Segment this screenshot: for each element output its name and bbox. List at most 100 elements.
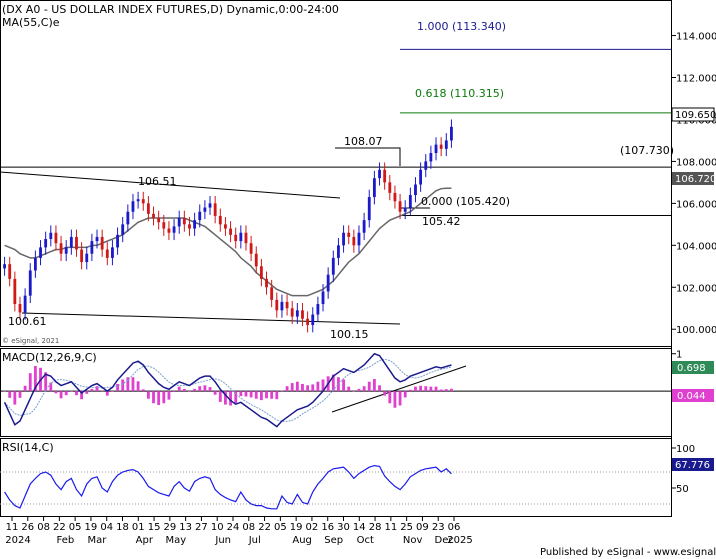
candle-body [172,226,176,233]
macd-histogram-bar [208,387,212,392]
x-day-label: 08 [37,522,50,533]
ma-value-badge [672,172,714,185]
candle-body [136,199,140,202]
x-day-label: 08 [242,522,255,533]
trendlines [0,147,467,413]
macd-histogram-bar [131,377,135,392]
x-month-label: Apr [136,535,154,546]
macd-histogram-bar [301,383,304,392]
last-price-badge [671,107,715,122]
x-day-label: 22 [258,522,271,533]
macd-histogram-bar [126,377,130,392]
macd-histogram-bar [182,388,186,392]
macd-histogram-bar [162,391,166,404]
candle-body [121,224,125,235]
upper-channel-line [0,171,341,199]
x-day-label: 19 [290,522,303,533]
ma-overlay-label: MA(55,C)e [2,16,60,29]
candle-body [234,234,238,242]
macd-histogram-bar [234,391,238,404]
macd-histogram-bar [218,391,222,402]
macd-histogram-bar [347,386,351,392]
rsi-value: 67.776 [675,460,710,471]
candle-body [244,232,248,244]
chart-title: (DX A0 - US DOLLAR INDEX FUTURES,D) Dyna… [2,3,339,16]
macd-tick-label: 1 [676,350,682,361]
x-day-label: 18 [116,522,129,533]
candle-body [229,228,232,235]
candle-body [414,184,417,195]
candle-body [131,201,135,212]
macd-histogram-bar [213,391,217,395]
x-month-label: Feb [56,535,74,546]
macd-histogram-bar [275,391,279,400]
macd-histogram-bar [259,391,263,401]
rsi-value-badge [672,458,714,471]
ma-value: 106.720 [675,174,716,185]
candle-body [116,234,119,248]
x-month-label: Jul [248,535,261,546]
candle-body [193,220,197,229]
x-day-label: 09 [416,522,429,533]
macd-histogram-bar [265,391,268,399]
price-tick-label: 106.000 [676,199,716,210]
x-day-label: 29 [163,522,176,533]
macd-histogram-bar [44,372,48,392]
candle-body [444,140,448,149]
candle-body [90,241,94,254]
candle-body [182,218,186,225]
candle-body [105,249,109,258]
macd-histogram-bar [198,386,202,392]
macd-line [3,352,452,428]
ma-55-line [4,187,452,297]
candle-body [203,207,207,212]
candle-body [285,301,289,309]
candle-body [33,257,37,271]
x-day-label: 22 [53,522,66,533]
candle-body [316,304,320,315]
macd-histogram-bar [306,385,310,392]
level-107-73-label: (107.730) [620,144,674,157]
candle-body [337,245,340,258]
macd-histogram-bar [141,389,145,392]
candle-body [75,236,78,250]
macd-histogram-bar [146,391,150,399]
x-month-label: May [166,535,187,546]
candle-body [372,178,376,198]
price-tick-label: 100.000 [676,325,716,336]
macd-histogram-bar [280,390,284,392]
macd-histogram-bar [18,391,22,398]
x-day-label: 01 [132,522,145,533]
fib-000-label: 0.000 (105.420) [421,195,510,208]
macd-histogram-bar [28,373,32,392]
macd-histogram-bar [244,391,248,397]
x-month-label: 2024 [5,535,30,546]
x-day-label: 30 [337,522,350,533]
x-day-label: 11 [384,522,397,533]
macd-histogram-bar [398,391,402,406]
candle-body [208,203,212,208]
candle-body [378,169,381,179]
x-day-label: 04 [100,522,113,533]
price-tick-label: 102.000 [676,283,716,294]
x-day-label: 14 [353,522,366,533]
macd-histogram-bar [136,381,140,392]
candle-body [398,201,402,212]
candle-body [85,253,89,263]
x-month-label: Oct [357,535,374,546]
candle-body [177,218,181,227]
candle-body [167,228,171,233]
candle-body [347,232,351,237]
macd-histogram-bar [403,391,407,398]
macd-histogram-bar [270,391,274,399]
macd-histogram-bar [388,391,392,404]
macd-histogram-bar [408,389,412,392]
x-day-label: 10 [211,522,224,533]
candle-body [157,218,161,223]
candle-body [54,232,58,244]
candle-body [218,215,222,225]
rsi-line [4,464,452,510]
macd-histogram-bar [290,383,294,392]
rsi-tick-label: 50 [676,484,689,495]
price-panel-frame [0,0,672,347]
